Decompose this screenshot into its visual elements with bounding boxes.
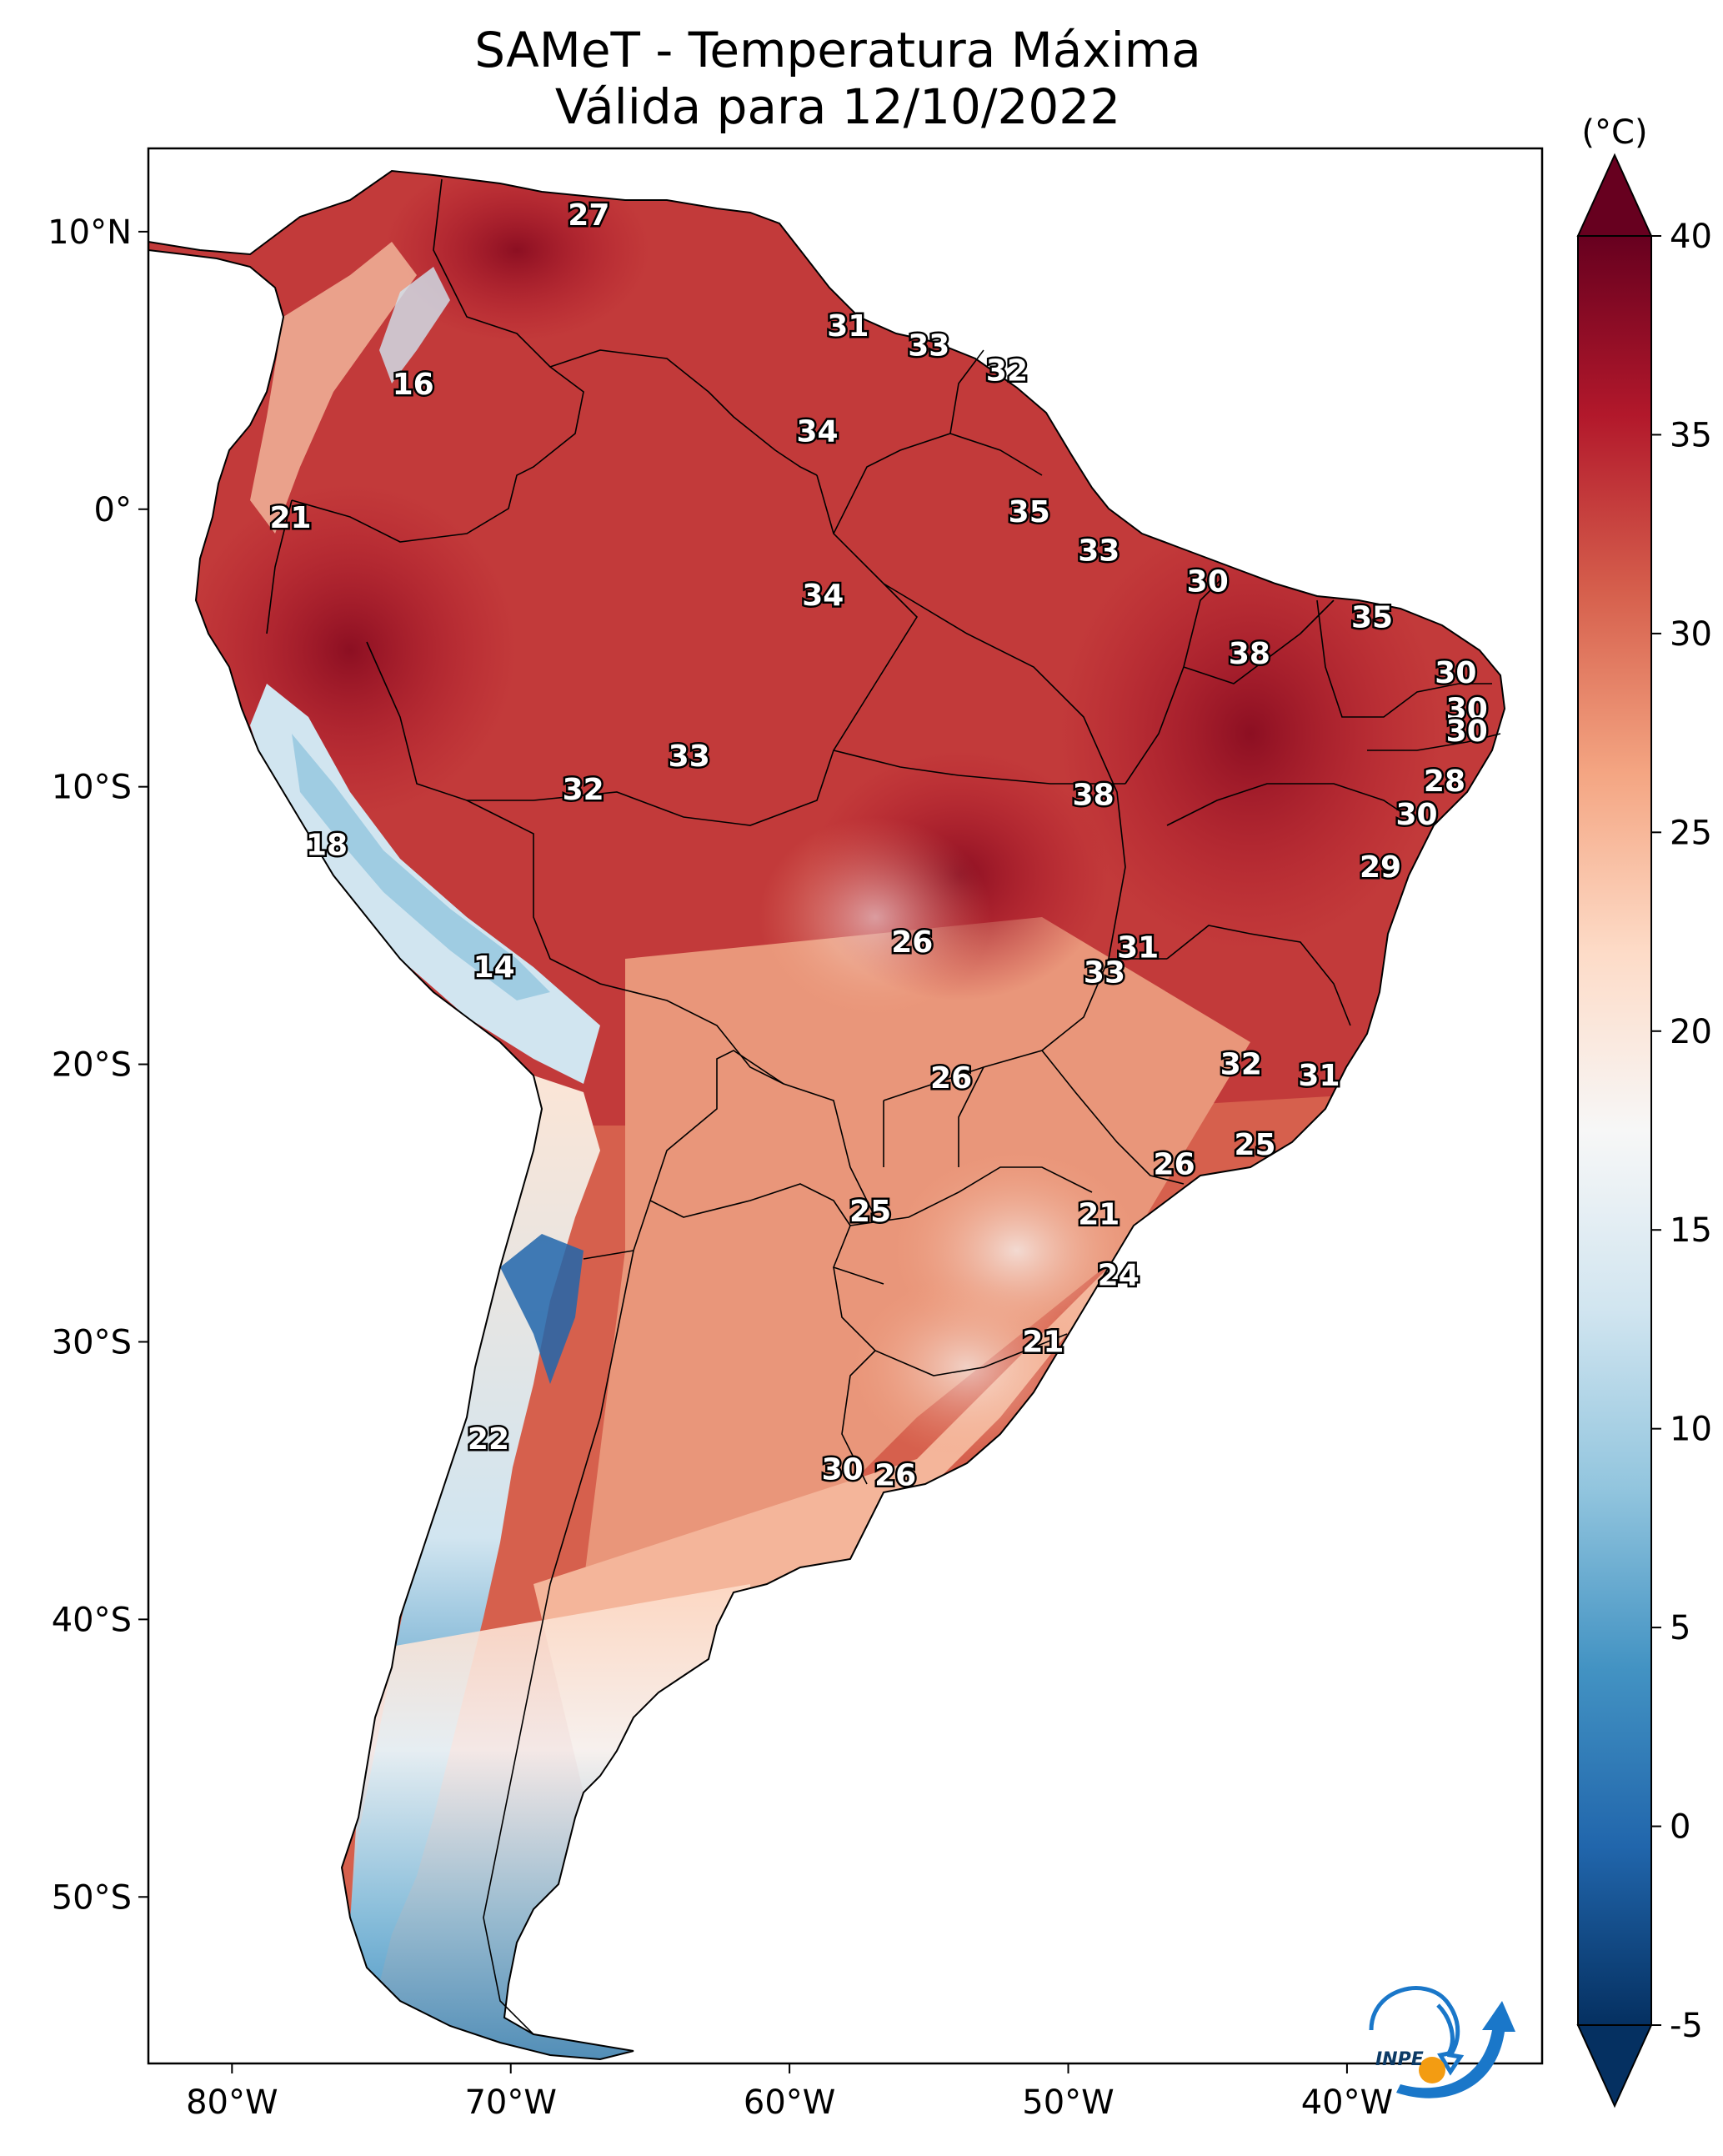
lat-tick-label: 10°N <box>48 213 132 252</box>
temperature-value-label: 16 <box>393 368 434 402</box>
latitude-axis: 10°N 0° 10°S 20°S 30°S 40°S 50°S <box>48 213 148 1917</box>
temperature-value-label: 31 <box>827 309 869 343</box>
temperature-value-label: 21 <box>269 501 311 535</box>
colorbar-unit: (°C) <box>1581 113 1647 152</box>
temperature-value-label: 35 <box>1351 601 1393 635</box>
colorbar-tick-label: 20 <box>1670 1013 1712 1051</box>
longitude-axis: 80°W 70°W 60°W 50°W 40°W <box>186 2063 1393 2122</box>
title-line-2: Válida para 12/10/2022 <box>555 78 1120 135</box>
title-line-1: SAMeT - Temperatura Máxima <box>474 22 1201 78</box>
temperature-value-label: 33 <box>1084 956 1125 990</box>
temperature-value-label: 33 <box>1078 534 1119 569</box>
colorbar-tick-label: 35 <box>1670 416 1712 454</box>
temperature-value-label: 26 <box>891 925 933 960</box>
temperature-value-label: 30 <box>1446 692 1488 726</box>
colorbar: (°C) 40 35 30 25 20 15 10 5 0 -5 <box>1576 113 1712 2108</box>
colorbar-tick-label: 0 <box>1670 1808 1690 1847</box>
colorbar-ticks: 40 35 30 25 20 15 10 5 0 -5 <box>1651 218 1712 2045</box>
inpe-logo: INPE <box>1369 1986 1515 2098</box>
temperature-value-label: 30 <box>1446 714 1488 749</box>
temperature-value-label: 32 <box>563 773 604 807</box>
temperature-value-label: 32 <box>1220 1048 1262 1082</box>
map-frame <box>147 147 1544 2065</box>
country-borders <box>266 178 1501 2035</box>
temperature-value-label: 22 <box>468 1422 509 1457</box>
lat-tick-label: 10°S <box>52 769 132 807</box>
colorbar-tick-label: 25 <box>1670 814 1712 852</box>
temperature-value-label: 31 <box>1117 931 1159 965</box>
temperature-value-label: 38 <box>1229 637 1270 671</box>
temperature-value-label: 28 <box>1424 765 1465 799</box>
logo-arrow-icon <box>1396 2001 1515 2098</box>
lat-tick-label: 0° <box>94 491 132 529</box>
lon-tick-label: 50°W <box>1022 2083 1114 2122</box>
lat-tick-label: 40°S <box>52 1601 132 1639</box>
temperature-value-label: 32 <box>986 353 1028 388</box>
temperature-value-label: 34 <box>802 579 844 613</box>
temperature-value-label: 26 <box>1154 1147 1195 1181</box>
logo-sun-icon <box>1419 2057 1445 2083</box>
colorbar-tick-label: -5 <box>1670 2007 1703 2045</box>
temperature-value-label: 25 <box>1235 1128 1276 1162</box>
temperature-value-label: 30 <box>822 1453 864 1487</box>
lon-tick-label: 40°W <box>1301 2083 1393 2122</box>
lat-tick-label: 30°S <box>52 1323 132 1361</box>
lat-tick-label: 50°S <box>52 1878 132 1917</box>
temperature-value-label: 14 <box>473 950 515 985</box>
colorbar-bottom-arrow <box>1576 2024 1653 2108</box>
lon-tick-label: 60°W <box>744 2083 835 2122</box>
temperature-value-label: 30 <box>1435 656 1476 690</box>
logo-text: INPE <box>1375 2049 1424 2070</box>
temperature-value-label: 21 <box>1022 1325 1064 1359</box>
colorbar-tick-label: 15 <box>1670 1211 1712 1250</box>
temperature-value-label: 27 <box>568 198 609 233</box>
temperature-value-label: 35 <box>1009 495 1050 529</box>
colorbar-tick-label: 40 <box>1670 218 1712 256</box>
temperature-value-label: 38 <box>1073 779 1114 813</box>
temperature-value-label: 24 <box>1098 1259 1139 1293</box>
temperature-value-label: 26 <box>930 1061 972 1096</box>
temperature-value-label: 34 <box>797 415 839 449</box>
colorbar-body <box>1577 235 1652 2026</box>
colorbar-tick-label: 10 <box>1670 1411 1712 1449</box>
lon-tick-label: 80°W <box>186 2083 278 2122</box>
temperature-value-label: 25 <box>849 1195 891 1229</box>
lat-tick-label: 20°S <box>52 1046 132 1085</box>
lon-tick-label: 70°W <box>464 2083 556 2122</box>
temperature-value-label: 18 <box>306 829 348 863</box>
colorbar-tick-label: 30 <box>1670 615 1712 654</box>
temperature-value-label: 33 <box>908 328 949 363</box>
temperature-value-label: 21 <box>1078 1197 1119 1231</box>
temperature-value-label: 31 <box>1298 1059 1340 1093</box>
colorbar-tick-label: 5 <box>1670 1609 1690 1647</box>
colorbar-top-arrow <box>1576 153 1653 237</box>
logo-swoosh-icon <box>1369 1986 1465 2076</box>
temperature-value-label: 30 <box>1187 564 1229 599</box>
temperature-value-label: 30 <box>1395 798 1437 832</box>
temperature-value-label: 33 <box>669 740 710 774</box>
temperature-value-label: 29 <box>1360 850 1401 885</box>
temperature-value-label: 26 <box>874 1458 916 1492</box>
